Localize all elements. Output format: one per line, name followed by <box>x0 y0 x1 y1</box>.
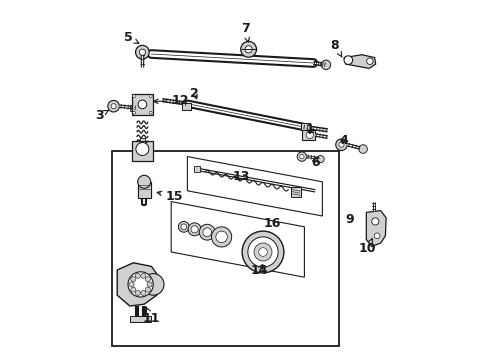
Circle shape <box>135 291 140 296</box>
Circle shape <box>136 143 149 156</box>
Circle shape <box>143 274 164 295</box>
Circle shape <box>141 291 146 296</box>
Circle shape <box>372 218 379 225</box>
Circle shape <box>147 282 152 287</box>
Circle shape <box>359 145 368 153</box>
Text: 10: 10 <box>359 239 376 255</box>
Circle shape <box>136 45 149 59</box>
Text: 3: 3 <box>95 109 109 122</box>
Circle shape <box>138 175 151 188</box>
Circle shape <box>181 224 187 230</box>
Circle shape <box>297 152 307 161</box>
Text: 5: 5 <box>123 31 139 44</box>
Text: 14: 14 <box>251 264 268 276</box>
Circle shape <box>133 111 136 114</box>
Text: 2: 2 <box>190 87 199 100</box>
Circle shape <box>149 95 152 98</box>
Text: 11: 11 <box>143 307 160 325</box>
Circle shape <box>321 60 331 69</box>
Text: 13: 13 <box>233 170 250 183</box>
Circle shape <box>241 41 257 57</box>
Circle shape <box>131 276 136 282</box>
Circle shape <box>216 231 227 243</box>
Bar <box>291 187 301 197</box>
Circle shape <box>248 237 278 267</box>
Circle shape <box>254 243 272 261</box>
Circle shape <box>108 100 120 112</box>
Text: 7: 7 <box>241 22 249 42</box>
Circle shape <box>199 224 215 240</box>
Polygon shape <box>117 263 160 306</box>
Polygon shape <box>171 202 304 277</box>
Circle shape <box>111 104 116 109</box>
Bar <box>140 138 145 141</box>
Circle shape <box>146 287 150 292</box>
Circle shape <box>203 228 212 237</box>
Circle shape <box>178 221 189 232</box>
Text: 15: 15 <box>157 190 184 203</box>
Circle shape <box>374 233 380 239</box>
Circle shape <box>300 154 304 159</box>
Bar <box>132 141 153 161</box>
Circle shape <box>344 56 353 64</box>
Text: 16: 16 <box>263 217 281 230</box>
Text: 4: 4 <box>340 134 348 147</box>
Circle shape <box>129 282 134 287</box>
Circle shape <box>139 49 146 55</box>
Polygon shape <box>367 211 386 247</box>
Circle shape <box>188 223 201 236</box>
Circle shape <box>146 276 150 282</box>
Circle shape <box>133 95 136 98</box>
Bar <box>132 94 153 115</box>
Circle shape <box>367 58 373 64</box>
Circle shape <box>339 142 344 147</box>
Bar <box>130 316 151 322</box>
Bar <box>301 130 315 140</box>
Polygon shape <box>187 157 322 216</box>
Circle shape <box>191 226 198 233</box>
Circle shape <box>131 287 136 292</box>
Bar <box>194 166 200 172</box>
Bar <box>301 123 310 130</box>
Polygon shape <box>344 55 376 68</box>
Circle shape <box>245 46 252 53</box>
Circle shape <box>141 273 146 278</box>
Circle shape <box>259 248 268 256</box>
Bar <box>182 103 191 110</box>
Text: 6: 6 <box>311 156 319 169</box>
Circle shape <box>306 131 314 139</box>
Circle shape <box>317 156 324 163</box>
Circle shape <box>212 227 232 247</box>
Circle shape <box>336 139 347 150</box>
Bar <box>130 105 136 111</box>
Bar <box>112 151 339 346</box>
Circle shape <box>135 273 140 278</box>
Circle shape <box>149 111 152 114</box>
Text: 12: 12 <box>154 94 189 107</box>
Circle shape <box>242 231 284 273</box>
Text: 8: 8 <box>331 39 342 57</box>
Circle shape <box>138 100 147 109</box>
Text: 1: 1 <box>305 123 314 136</box>
Circle shape <box>128 272 153 297</box>
Text: 9: 9 <box>345 213 354 226</box>
Bar <box>138 182 151 198</box>
